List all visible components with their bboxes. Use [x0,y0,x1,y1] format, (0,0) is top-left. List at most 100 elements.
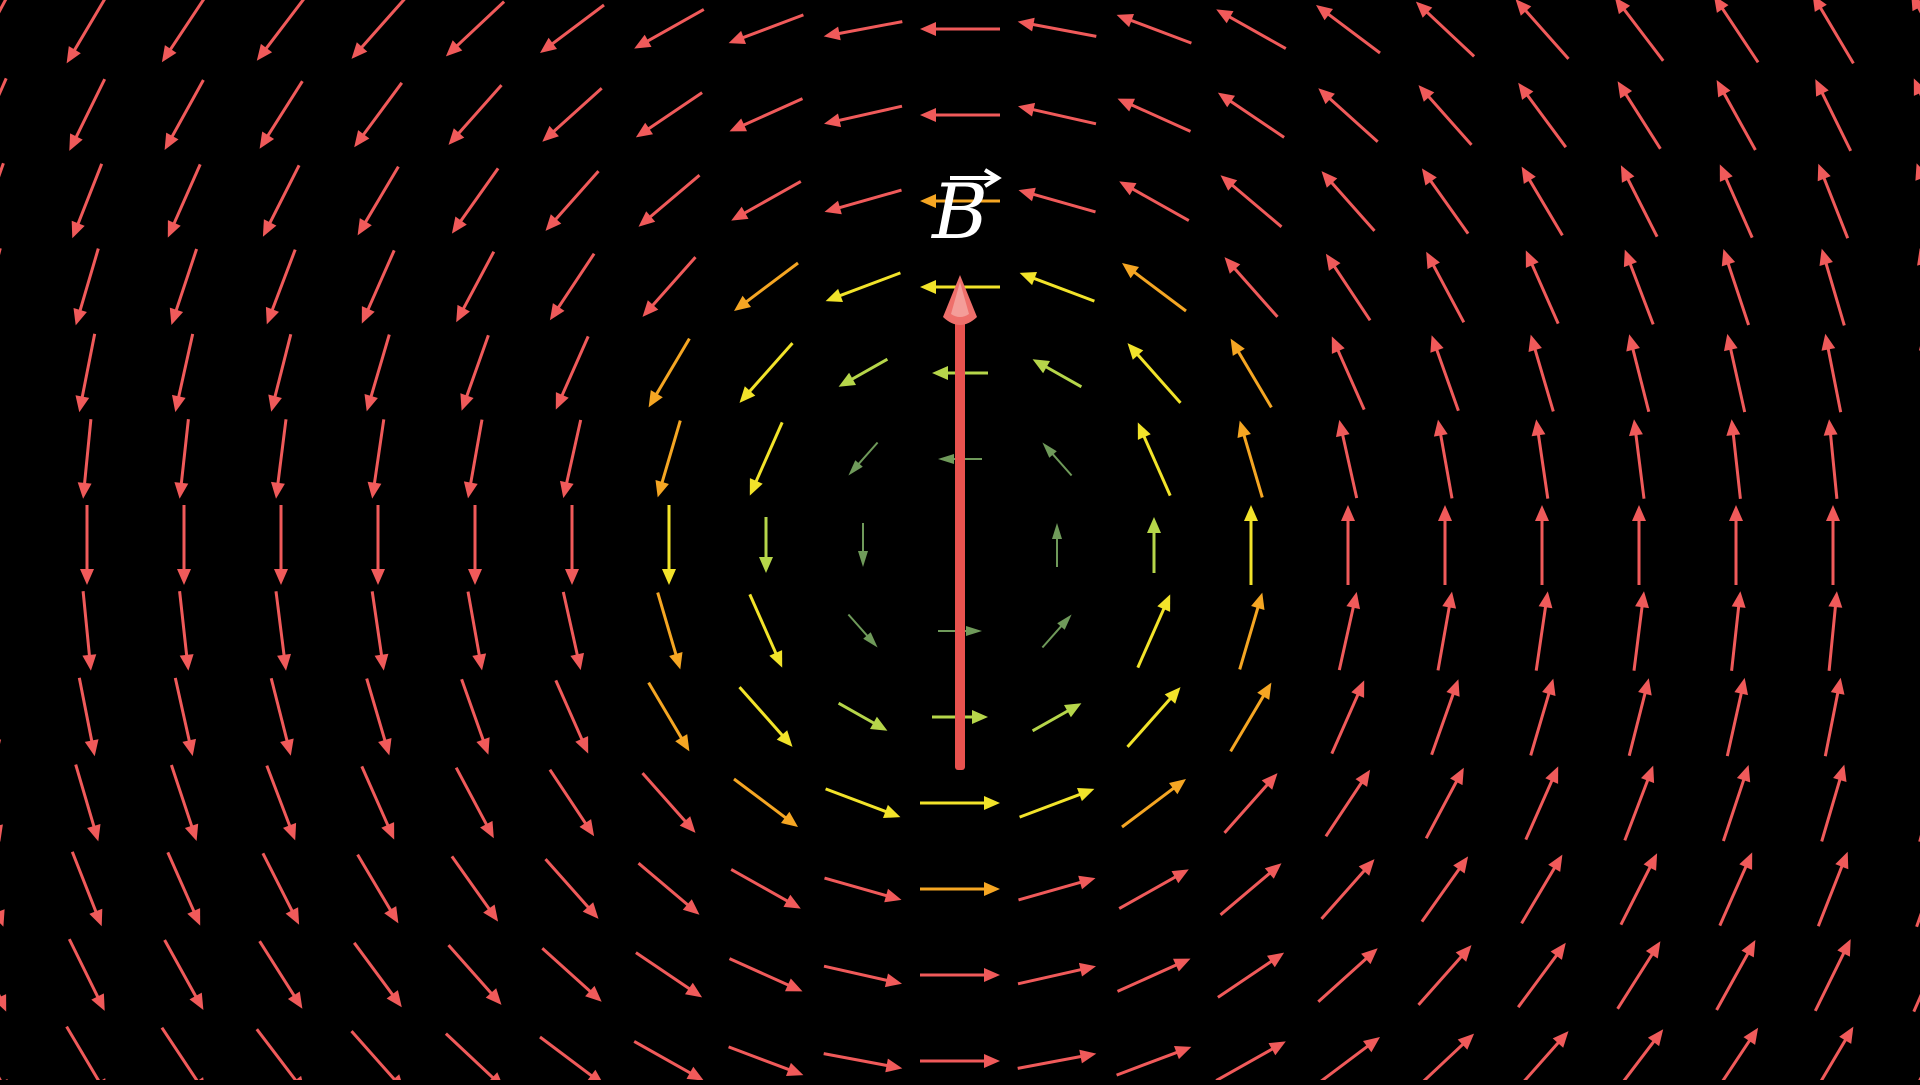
field-arrow [1020,272,1095,301]
field-arrow-shaft [1827,343,1841,412]
field-arrow [1033,359,1082,387]
field-arrow-shaft [1727,687,1742,756]
field-arrow-head [1646,941,1661,958]
field-arrow-shaft [81,334,95,403]
field-arrow [1238,421,1263,498]
field-arrow [734,779,798,827]
field-arrow [1621,853,1657,924]
field-arrow-shaft [1536,601,1546,671]
field-arrow-head [759,557,773,573]
field-arrow-shaft [267,766,292,832]
field-arrow-head [1077,788,1094,801]
field-arrow-head [80,569,94,585]
field-arrow-shaft [1815,948,1846,1011]
field-arrow-head [82,654,96,671]
field-arrow [1813,1027,1854,1080]
field-arrow-head [570,653,584,670]
field-arrow [1147,517,1161,573]
field-arrow [1729,505,1743,585]
field-arrow [76,334,95,412]
field-arrow-shaft [257,1029,300,1080]
field-arrow [162,0,206,62]
field-arrow [556,336,588,409]
field-arrow [177,505,191,585]
field-arrow-head [1734,678,1748,695]
field-arrow-shaft [542,948,594,995]
field-arrow-shaft [1231,691,1267,752]
field-arrow-head [1438,505,1452,521]
field-arrow [1231,683,1272,752]
field-arrow-shaft [1325,95,1377,142]
field-arrow-head [883,805,900,818]
field-arrow-head [0,994,6,1012]
field-arrow-shaft [369,335,389,403]
field-arrow [1822,765,1847,842]
field-arrow-shaft [1041,364,1081,387]
field-arrow-head [354,130,369,147]
field-arrow [82,591,96,671]
field-arrow-shaft [1118,963,1182,992]
field-arrow-head [984,968,1000,982]
field-arrow-shaft [1426,776,1459,838]
field-arrow [1416,2,1474,57]
field-arrow [920,968,1000,982]
field-arrow [456,252,494,323]
field-arrow-shaft [1427,176,1468,233]
field-arrow [267,766,296,841]
field-arrow-head [1356,770,1371,787]
field-arrow-head [371,569,385,585]
field-arrow-shaft [1128,694,1175,747]
field-arrow-shaft [1435,344,1459,410]
field-arrow [550,770,594,837]
field-arrow-shaft [565,420,580,489]
field-arrow [649,683,690,752]
field-arrow-shaft [265,81,303,141]
field-arrow-head [174,482,188,499]
field-arrow-head [781,812,798,827]
field-arrow [1438,592,1456,671]
field-arrow-shaft [358,855,394,916]
field-arrow-shaft [1635,429,1644,499]
field-arrow [824,966,902,987]
field-arrow-shaft [1916,2,1920,64]
field-arrow-shaft [742,263,798,305]
field-arrow-shaft [1028,193,1096,212]
field-arrow-shaft [1717,948,1751,1010]
field-arrow-head [483,905,498,922]
field-arrow [634,9,704,48]
field-arrow-shaft [1829,601,1836,671]
field-arrow-shaft [274,334,291,402]
field-arrow [1825,678,1844,756]
field-arrow-shaft [563,592,578,661]
field-arrow [162,1028,206,1080]
field-arrow-shaft [1720,861,1749,925]
field-arrow-shaft [78,249,98,317]
field-arrow-head [1813,0,1827,12]
field-arrow-head [824,27,841,41]
field-arrow-shaft [180,591,188,661]
field-arrow [920,108,1000,122]
field-arrow-shaft [270,250,295,316]
field-arrow [563,592,584,670]
field-arrow-shaft [1538,429,1548,499]
field-arrow-shaft [367,679,387,747]
field-arrow-shaft [1729,343,1744,412]
field-arrow-shaft [1126,18,1192,43]
field-arrow-head [1824,419,1838,436]
field-arrow-head [984,1054,1000,1068]
field-arrow [1119,181,1189,220]
field-arrow-head [1726,419,1740,436]
field-arrow-head [1422,168,1437,185]
field-arrow [1438,505,1452,585]
field-arrow [1117,14,1192,43]
field-arrow-head [1363,1037,1380,1052]
field-arrow-head [560,481,574,498]
field-arrow [1416,1034,1474,1080]
field-arrow [1815,939,1850,1011]
field-arrow [0,764,3,841]
field-arrow [1430,335,1458,410]
field-arrow [80,505,94,585]
field-arrow-shaft [1724,173,1753,237]
field-arrow-head [375,654,389,671]
field-arrow [1815,79,1850,151]
